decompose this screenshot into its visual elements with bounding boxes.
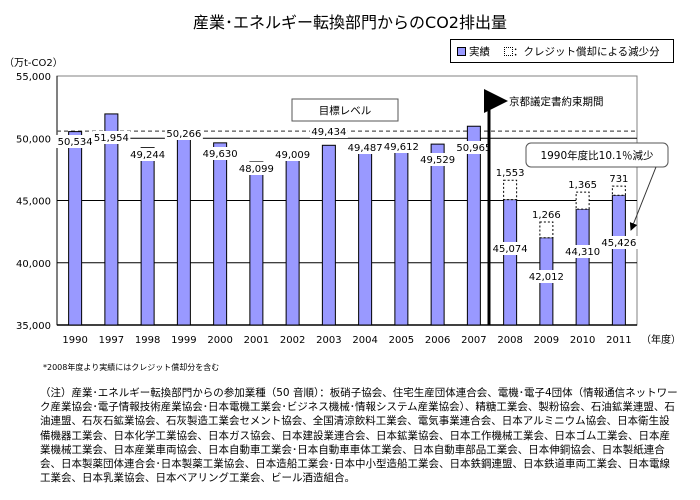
- data-label: 49,009: [275, 150, 310, 161]
- legend: 実績 ：クレジット償却による減少分: [450, 39, 674, 63]
- x-tick-label: 2003: [316, 335, 341, 346]
- kyoto-period-label: 京都議定書約束期間: [509, 95, 604, 108]
- legend-swatch-credit: [504, 46, 513, 56]
- data-label: 50,965: [456, 143, 491, 154]
- data-label-bg: [56, 135, 95, 148]
- credit-data-label: 731: [609, 174, 628, 185]
- x-tick-label: 2004: [352, 335, 377, 346]
- y-tick-label: 50,000: [16, 134, 51, 145]
- data-label: 51,954: [94, 133, 129, 144]
- bar-actual: [358, 144, 373, 326]
- chart-svg: 50,534 51,95449,24450,26649,63048,09949,0…: [16, 72, 681, 346]
- legend-label-credit: ：クレジット償却による減少分: [513, 45, 660, 58]
- x-tick-label: 2002: [280, 335, 305, 346]
- data-label-bg: [92, 131, 131, 144]
- data-label-bg: [201, 147, 240, 160]
- bar-actual: [68, 131, 83, 326]
- data-label: 48,099: [239, 164, 274, 175]
- x-tick-label: 2006: [425, 335, 450, 346]
- y-tick-label: 45,000: [16, 197, 51, 208]
- data-label-bg: [418, 153, 457, 166]
- data-label-bg: [491, 242, 530, 255]
- data-label: 45,074: [493, 244, 528, 255]
- bar-actual: [285, 150, 300, 326]
- data-label-bg: [273, 148, 312, 161]
- data-label: 42,012: [529, 272, 564, 283]
- bar-actual: [140, 147, 155, 326]
- reduction-callout-arrow: [629, 166, 657, 231]
- credit-data-label: 1,266: [532, 210, 561, 221]
- data-label: 49,487: [348, 143, 383, 154]
- data-label: 49,529: [420, 155, 455, 166]
- bar-actual: [176, 134, 191, 326]
- x-tick-label: 1998: [135, 335, 160, 346]
- chart-title: 産業･エネルギー転換部門からのCO2排出量: [193, 13, 507, 32]
- x-tick-label: 1999: [171, 335, 196, 346]
- member-footnote: （注）産業･エネルギー転換部門からの参加業種（50 音順）：板硝子協会、住宅生産…: [40, 387, 678, 485]
- data-label-bg: [563, 245, 602, 258]
- bar-actual: [611, 194, 626, 326]
- data-label: 49,612: [384, 142, 419, 153]
- x-tick-label: 2005: [389, 335, 414, 346]
- target-label: 目標レベル: [319, 104, 372, 117]
- bar-actual: [575, 208, 590, 326]
- data-label-bg: [164, 127, 203, 140]
- credit-footnote: *2008年度より実績にはクレジット償却分を含む: [43, 363, 220, 372]
- y-tick-label: 40,000: [16, 259, 51, 270]
- bar-actual: [503, 199, 518, 326]
- bar-credit: [575, 191, 590, 210]
- reduction-callout-box: [525, 142, 669, 168]
- bar-credit: [611, 185, 626, 196]
- bar-actual: [430, 143, 445, 326]
- x-tick-label: 2009: [534, 335, 559, 346]
- bar-actual: [321, 144, 336, 326]
- legend-label-actual: 実績: [469, 45, 490, 58]
- data-label-bg: [128, 148, 167, 161]
- x-tick-label: 2008: [497, 335, 522, 346]
- x-tick-label: 1990: [62, 335, 87, 346]
- data-label-bg: [237, 162, 276, 175]
- data-label-bg: [346, 141, 385, 154]
- data-label-bg: [309, 125, 348, 138]
- bar-actual: [466, 125, 481, 326]
- target-label-box: [291, 98, 399, 122]
- credit-data-label: 1,553: [496, 168, 525, 179]
- bar-actual: [213, 142, 228, 326]
- kyoto-period-arrow: [484, 89, 508, 325]
- data-label: 49,434: [311, 127, 346, 138]
- data-label-bg: [599, 236, 638, 249]
- bar-actual: [394, 142, 409, 326]
- x-tick-label: 2010: [570, 335, 595, 346]
- data-label: 45,426: [601, 238, 636, 249]
- data-label-bg: [382, 140, 421, 153]
- data-label: 44,310: [565, 247, 600, 258]
- data-label: 50,534: [58, 137, 93, 148]
- bar-actual: [104, 113, 119, 326]
- x-tick-label: 2001: [244, 335, 269, 346]
- data-label-bg: [454, 141, 493, 154]
- reduction-callout-label: 1990年度比10.1％減少: [540, 149, 653, 162]
- legend-swatch-actual: [457, 46, 466, 56]
- y-tick-label: 55,000: [16, 72, 51, 83]
- data-label: 50,266: [166, 129, 201, 140]
- credit-data-label: 1,365: [568, 180, 597, 191]
- x-tick-label: 2011: [606, 335, 631, 346]
- x-axis-suffix-label: （年度）: [641, 333, 681, 346]
- bar-credit: [539, 221, 554, 239]
- y-axis-unit-label: （万t-CO2）: [4, 58, 63, 69]
- data-label: 49,630: [203, 149, 238, 160]
- x-tick-label: 2000: [207, 335, 232, 346]
- y-tick-label: 35,000: [16, 321, 51, 332]
- bar-credit: [503, 179, 518, 201]
- data-label: 49,244: [130, 150, 165, 161]
- x-tick-label: 1997: [99, 335, 124, 346]
- data-label-bg: [527, 270, 566, 283]
- bar-actual: [249, 161, 264, 326]
- x-tick-label: 2007: [461, 335, 486, 346]
